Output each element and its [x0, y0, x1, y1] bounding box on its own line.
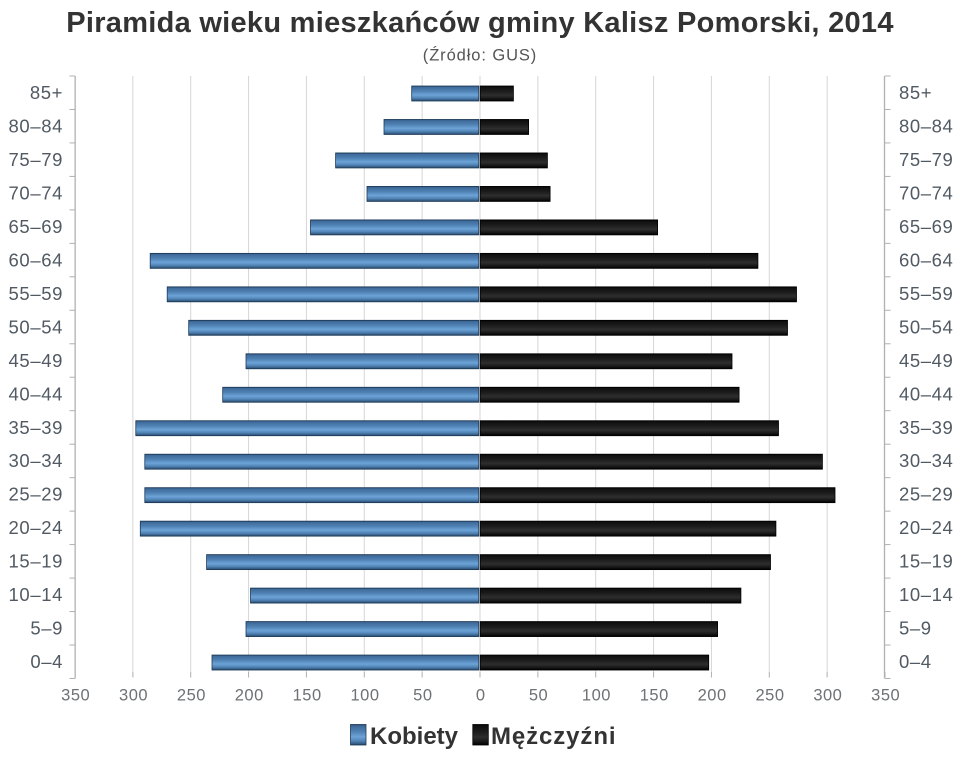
svg-text:200: 200: [698, 687, 727, 705]
svg-text:300: 300: [813, 687, 842, 705]
svg-text:350: 350: [61, 687, 90, 705]
svg-text:15–19: 15–19: [9, 551, 63, 572]
svg-text:55–59: 55–59: [9, 283, 63, 304]
svg-text:0: 0: [476, 687, 486, 705]
svg-text:40–44: 40–44: [899, 383, 953, 404]
svg-text:10–14: 10–14: [899, 584, 953, 605]
svg-text:65–69: 65–69: [9, 216, 63, 237]
svg-text:30–34: 30–34: [899, 450, 953, 471]
svg-text:45–49: 45–49: [9, 350, 63, 371]
svg-text:50: 50: [529, 687, 548, 705]
svg-text:250: 250: [755, 687, 784, 705]
svg-text:300: 300: [119, 687, 148, 705]
svg-text:Piramida wieku mieszkańców gmi: Piramida wieku mieszkańców gminy Kalisz …: [66, 7, 893, 39]
svg-text:0–4: 0–4: [899, 651, 932, 672]
svg-text:0–4: 0–4: [30, 651, 63, 672]
svg-text:50–54: 50–54: [9, 316, 63, 337]
svg-text:50: 50: [413, 687, 432, 705]
svg-text:20–24: 20–24: [9, 517, 63, 538]
svg-text:70–74: 70–74: [9, 182, 63, 203]
svg-text:5–9: 5–9: [899, 618, 932, 639]
svg-text:200: 200: [235, 687, 264, 705]
svg-text:75–79: 75–79: [899, 149, 953, 170]
svg-text:45–49: 45–49: [899, 350, 953, 371]
svg-text:(Źródło: GUS): (Źródło: GUS): [423, 46, 537, 65]
svg-text:10–14: 10–14: [9, 584, 63, 605]
svg-text:30–34: 30–34: [9, 450, 63, 471]
svg-text:250: 250: [177, 687, 206, 705]
svg-text:150: 150: [293, 687, 322, 705]
svg-text:60–64: 60–64: [899, 249, 953, 270]
svg-text:35–39: 35–39: [9, 417, 63, 438]
svg-text:350: 350: [871, 687, 900, 705]
svg-text:80–84: 80–84: [9, 116, 63, 137]
svg-text:50–54: 50–54: [899, 316, 953, 337]
svg-text:Kobiety: Kobiety: [370, 723, 459, 750]
svg-text:65–69: 65–69: [899, 216, 953, 237]
svg-text:85+: 85+: [899, 82, 932, 103]
svg-text:75–79: 75–79: [9, 149, 63, 170]
svg-text:25–29: 25–29: [899, 484, 953, 505]
svg-text:Mężczyźni: Mężczyźni: [491, 723, 616, 750]
svg-text:80–84: 80–84: [899, 116, 953, 137]
svg-text:70–74: 70–74: [899, 182, 953, 203]
svg-text:35–39: 35–39: [899, 417, 953, 438]
svg-text:15–19: 15–19: [899, 551, 953, 572]
svg-text:150: 150: [640, 687, 669, 705]
svg-text:85+: 85+: [30, 82, 63, 103]
svg-text:100: 100: [582, 687, 611, 705]
svg-text:100: 100: [350, 687, 379, 705]
svg-text:55–59: 55–59: [899, 283, 953, 304]
svg-text:60–64: 60–64: [9, 249, 63, 270]
svg-text:5–9: 5–9: [30, 618, 63, 639]
svg-text:25–29: 25–29: [9, 484, 63, 505]
svg-text:40–44: 40–44: [9, 383, 63, 404]
svg-text:20–24: 20–24: [899, 517, 953, 538]
